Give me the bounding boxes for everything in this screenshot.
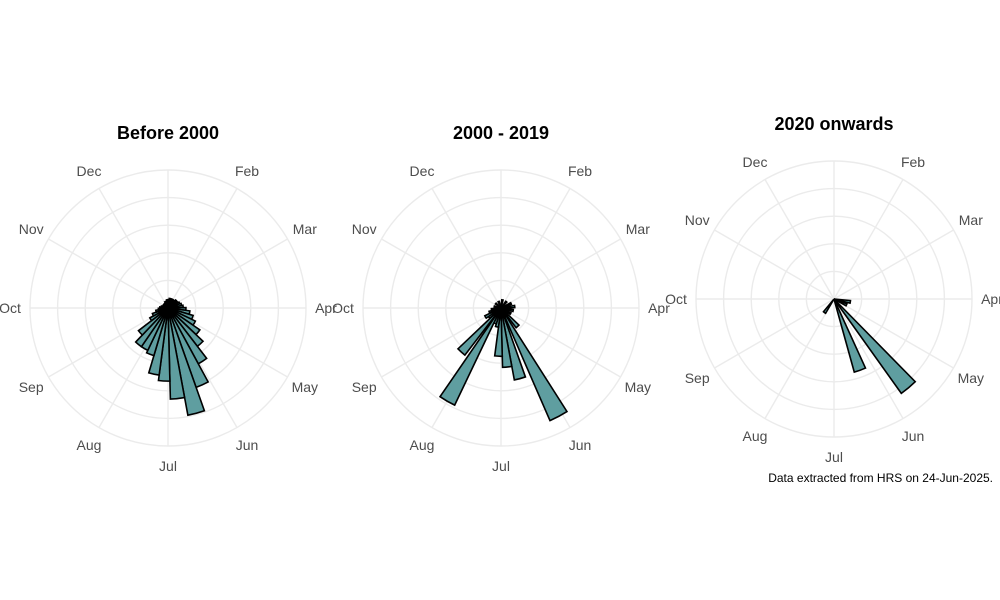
month-label-jun: Jun [902, 428, 925, 444]
month-label-apr: Apr [981, 291, 1000, 307]
bar [456, 307, 502, 357]
month-label-mar: Mar [626, 221, 650, 237]
bars [438, 298, 569, 422]
grid-spoke [167, 188, 238, 309]
panel-title: Before 2000 [117, 123, 219, 143]
bar [497, 300, 502, 309]
month-label-oct: Oct [332, 300, 354, 316]
month-labels: Feb Mar Apr May Jun Jul Aug Sep Oct Nov Dec [332, 163, 670, 474]
month-label-sep: Sep [352, 379, 377, 395]
month-label-nov: Nov [352, 221, 377, 237]
grid-spoke [48, 238, 169, 309]
month-label-dec: Dec [77, 163, 102, 179]
bar [500, 307, 527, 381]
grid-spoke [833, 179, 904, 300]
month-label-jun: Jun [236, 437, 259, 453]
month-label-mar: Mar [959, 212, 983, 228]
month-label-may: May [292, 379, 318, 395]
bar [167, 307, 186, 400]
bar [493, 307, 504, 358]
month-label-jul: Jul [825, 449, 843, 465]
grid-spoke [833, 298, 904, 419]
grid-spoke [48, 307, 169, 378]
month-label-oct: Oct [0, 300, 21, 316]
month-labels: Feb Mar Apr May Jun Jul Aug Sep Oct Nov Dec [0, 163, 337, 474]
bar [500, 307, 521, 329]
polar-chart-1: Feb Mar Apr May Jun Jul Aug Sep Oct Nov Dec Before … [0, 123, 337, 474]
month-label-nov: Nov [19, 221, 44, 237]
polar-chart-2: Feb Mar Apr May Jun Jul Aug Sep Oct Nov Dec 2000 - … [332, 123, 670, 474]
month-label-feb: Feb [235, 163, 259, 179]
grid-spoke [764, 298, 835, 419]
grid-spoke [714, 229, 835, 300]
month-label-aug: Aug [77, 437, 102, 453]
bar [500, 307, 569, 422]
panel-title: 2000 - 2019 [453, 123, 549, 143]
grid-spoke [431, 188, 502, 309]
month-label-apr: Apr [648, 300, 670, 316]
month-label-dec: Dec [410, 163, 435, 179]
grid-spoke [381, 307, 502, 378]
month-label-aug: Aug [410, 437, 435, 453]
bar [438, 307, 502, 407]
bar [490, 307, 502, 312]
month-label-aug: Aug [743, 428, 768, 444]
grid-spokes [696, 161, 972, 437]
month-label-may: May [625, 379, 651, 395]
bar [500, 307, 513, 369]
grid-spoke [714, 298, 835, 369]
month-label-feb: Feb [568, 163, 592, 179]
grid-spoke [98, 188, 169, 309]
bar [167, 302, 183, 309]
bars [134, 297, 210, 417]
month-label-jun: Jun [569, 437, 592, 453]
grid-spoke [833, 298, 954, 369]
polar-chart-3: Feb Mar Apr May Jun Jul Aug Sep Oct Nov Dec 2020 on… [665, 114, 1000, 465]
bar [833, 298, 917, 395]
month-label-sep: Sep [19, 379, 44, 395]
grid-spoke [500, 188, 571, 309]
month-label-apr: Apr [315, 300, 337, 316]
month-label-dec: Dec [743, 154, 768, 170]
bar [500, 301, 513, 309]
bars [822, 298, 917, 395]
grid-spoke [167, 238, 288, 309]
month-label-jul: Jul [159, 458, 177, 474]
grid-spoke [500, 307, 621, 378]
month-label-feb: Feb [901, 154, 925, 170]
month-label-oct: Oct [665, 291, 687, 307]
panel-title: 2020 onwards [774, 114, 893, 134]
month-label-nov: Nov [685, 212, 710, 228]
month-label-jul: Jul [492, 458, 510, 474]
grid-spoke [500, 238, 621, 309]
month-label-sep: Sep [685, 370, 710, 386]
data-source-caption: Data extracted from HRS on 24-Jun-2025. [768, 471, 993, 485]
bar [833, 298, 867, 374]
bar [137, 307, 169, 337]
month-label-mar: Mar [293, 221, 317, 237]
grid-spoke [833, 229, 954, 300]
bar [833, 298, 848, 307]
grid-spoke [764, 179, 835, 300]
month-labels: Feb Mar Apr May Jun Jul Aug Sep Oct Nov Dec [665, 154, 1000, 465]
bar [167, 307, 206, 417]
bar [822, 298, 835, 315]
grid-spoke [381, 238, 502, 309]
month-label-may: May [958, 370, 984, 386]
